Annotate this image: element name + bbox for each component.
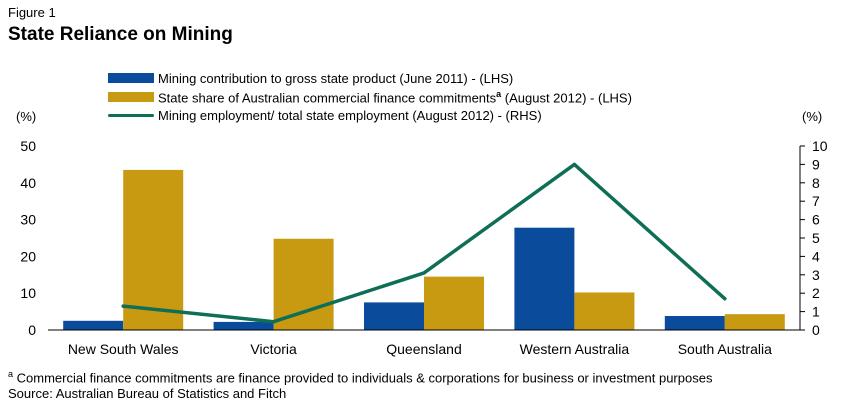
employment-point [272, 320, 276, 324]
legend-item-finance-share: State share of Australian commercial fin… [108, 88, 632, 107]
employment-point [572, 162, 577, 166]
right-axis-unit: (%) [802, 109, 823, 124]
legend-swatch-employment [108, 113, 154, 117]
left-tick-label: 10 [20, 285, 36, 301]
right-tick-label: 4 [812, 248, 820, 264]
left-tick-label: 40 [20, 175, 36, 191]
bar-mining-gsp [63, 320, 124, 330]
right-tick-label: 3 [812, 267, 820, 283]
legend-label-finance-share: State share of Australian commercial fin… [158, 88, 632, 105]
right-tick-label: 8 [812, 175, 820, 191]
bar-mining-gsp [514, 227, 575, 330]
figure-label: Figure 1 [8, 5, 56, 20]
right-tick-label: 7 [812, 193, 820, 209]
category-label: New South Wales [68, 341, 179, 357]
footnote-source: Source: Australian Bureau of Statistics … [8, 386, 287, 402]
bar-finance-share [724, 314, 785, 330]
bar-mining-gsp [664, 316, 725, 330]
employment-point [121, 304, 125, 308]
footnote-definition: a Commercial finance commitments are fin… [8, 369, 713, 386]
right-tick-label: 9 [812, 156, 820, 172]
category-label: South Australia [678, 341, 772, 357]
bar-finance-share [273, 238, 334, 330]
category-label: Victoria [250, 341, 297, 357]
right-tick-label: 10 [812, 138, 828, 154]
category-label: Western Australia [520, 341, 630, 357]
right-tick-label: 1 [812, 304, 820, 320]
category-label: Queensland [386, 341, 462, 357]
legend-label-mining-gsp: Mining contribution to gross state produ… [158, 70, 514, 86]
bar-mining-gsp [213, 321, 274, 330]
employment-point [422, 271, 426, 275]
chart-title: State Reliance on Mining [8, 24, 233, 45]
bar-mining-gsp [364, 302, 424, 330]
legend-label-employment: Mining employment/ total state employmen… [158, 107, 542, 123]
chart-legend: Mining contribution to gross state produ… [108, 69, 632, 125]
left-tick-label: 50 [20, 138, 36, 154]
employment-point [723, 297, 727, 301]
right-tick-label: 5 [812, 230, 820, 246]
legend-swatch-mining-gsp [108, 73, 154, 84]
right-tick-label: 0 [812, 322, 820, 338]
left-tick-label: 20 [20, 248, 36, 264]
left-axis-unit: (%) [16, 109, 37, 124]
right-tick-label: 2 [812, 285, 820, 301]
legend-item-employment: Mining employment/ total state employmen… [108, 106, 632, 125]
left-tick-label: 30 [20, 212, 36, 228]
legend-item-mining-gsp: Mining contribution to gross state produ… [108, 69, 632, 88]
bar-finance-share [574, 292, 635, 330]
left-tick-label: 0 [28, 322, 36, 338]
right-tick-label: 6 [812, 212, 820, 228]
bar-finance-share [123, 169, 184, 330]
footnote: a Commercial finance commitments are fin… [8, 366, 712, 402]
legend-swatch-finance-share [108, 91, 154, 102]
bar-finance-share [424, 276, 484, 330]
